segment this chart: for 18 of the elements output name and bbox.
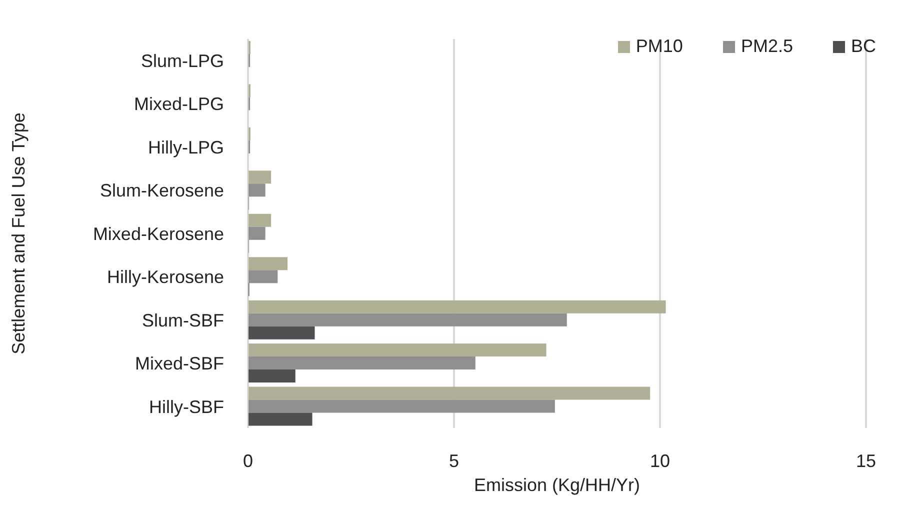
x-tick-label: 10 <box>650 450 670 471</box>
x-tick-label: 0 <box>242 450 254 471</box>
legend-label: BC <box>850 36 876 57</box>
x-tick-label: 5 <box>448 450 460 471</box>
x-tick-label: 15 <box>856 450 876 471</box>
y-tick-label: Slum-LPG <box>140 51 224 71</box>
y-tick-label: Slum-Kerosene <box>100 180 224 201</box>
legend-label: PM10 <box>634 36 683 57</box>
legend-label: PM2.5 <box>740 36 793 57</box>
y-tick-label: Slum-SBF <box>142 310 224 330</box>
y-tick-label: Hilly-LPG <box>148 137 224 158</box>
y-tick-label: Mixed-SBF <box>134 354 224 374</box>
y-tick-label: Mixed-Kerosene <box>92 224 224 244</box>
y-tick-label: Mixed-LPG <box>134 94 224 114</box>
y-axis-title: Settlement and Fuel Use Type <box>8 112 28 354</box>
y-tick-label: Hilly-SBF <box>149 396 224 417</box>
y-tick-label: Hilly-Kerosene <box>106 267 224 288</box>
x-axis-title: Emission (Kg/HH/Yr) <box>474 474 640 495</box>
